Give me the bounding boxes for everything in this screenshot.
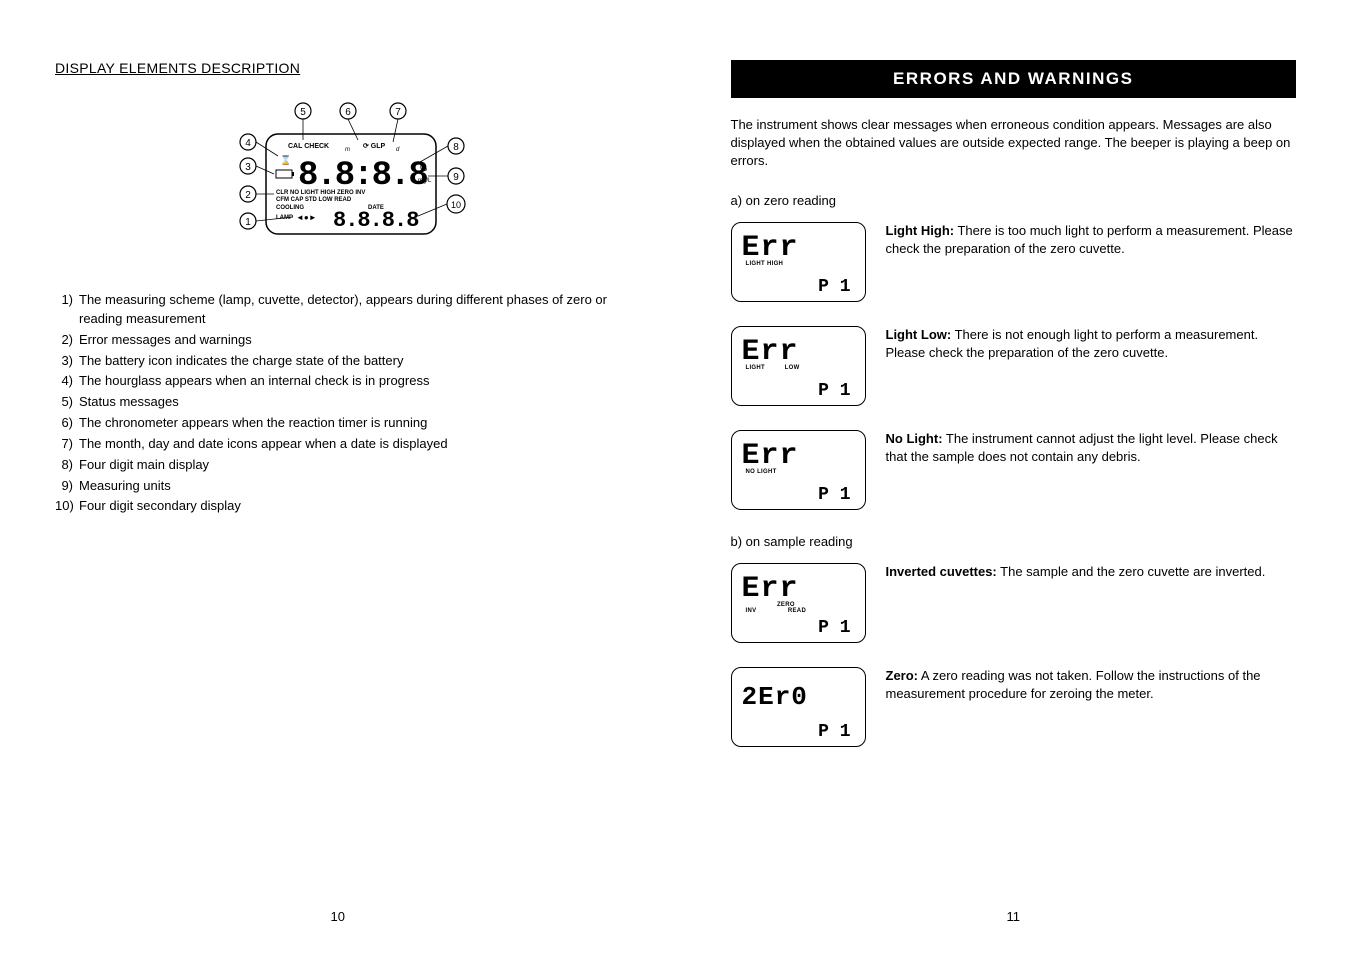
lcd-main: Err: [742, 231, 855, 265]
lcd-secondary: P 1: [818, 618, 850, 638]
error-desc: Light Low: There is not enough light to …: [886, 326, 1297, 362]
error-label: Light High:: [886, 223, 955, 238]
svg-text:10: 10: [451, 200, 461, 210]
lcd-box: Err ZERO INV READ P 1: [731, 563, 866, 643]
lcd-main: Err: [742, 572, 855, 606]
error-desc: Inverted cuvettes: The sample and the ze…: [886, 563, 1297, 581]
error-inverted: Err ZERO INV READ P 1 Inverted cuvettes:…: [731, 563, 1297, 643]
svg-text:7: 7: [395, 107, 401, 118]
error-text: The instrument cannot adjust the light l…: [886, 431, 1278, 464]
item-6: The chronometer appears when the reactio…: [79, 414, 621, 433]
page-left: DISPLAY ELEMENTS DESCRIPTION CAL CHECK ⟳…: [0, 0, 676, 954]
svg-text:8: 8: [453, 142, 459, 153]
svg-text:3: 3: [245, 162, 251, 173]
svg-text:CLR NO LIGHT HIGH ZERO INV: CLR NO LIGHT HIGH ZERO INV: [276, 190, 365, 196]
error-label: Light Low:: [886, 327, 952, 342]
svg-text:5: 5: [300, 107, 306, 118]
error-text: The sample and the zero cuvette are inve…: [997, 564, 1266, 579]
error-label: Zero:: [886, 668, 919, 683]
svg-text:4: 4: [245, 138, 251, 149]
error-light-low: Err LIGHT LOW P 1 Light Low: There is no…: [731, 326, 1297, 406]
section-b-label: b) on sample reading: [731, 534, 1297, 549]
lcd-secondary: P 1: [818, 722, 850, 742]
lcd-main: 2Er0: [742, 682, 855, 712]
svg-text:◄●►: ◄●►: [296, 213, 317, 222]
error-desc: No Light: The instrument cannot adjust t…: [886, 430, 1297, 466]
display-diagram: CAL CHECK ⟳ GLP m d ⌛ 8.8:8.8 % mg/L CLR…: [55, 96, 621, 266]
item-5: Status messages: [79, 393, 621, 412]
svg-text:d: d: [396, 147, 400, 153]
lcd-sub: LIGHT LOW: [742, 365, 855, 371]
lcd-secondary: P 1: [818, 381, 850, 401]
svg-text:CFM CAP STD LOW READ: CFM CAP STD LOW READ: [276, 197, 352, 203]
section-title: DISPLAY ELEMENTS DESCRIPTION: [55, 60, 621, 76]
lcd-glp: ⟳ GLP: [363, 143, 386, 150]
display-elements-list: 1)The measuring scheme (lamp, cuvette, d…: [55, 291, 621, 516]
lcd-main: Err: [742, 439, 855, 473]
svg-text:mg/L: mg/L: [418, 178, 432, 184]
svg-text:COOLING: COOLING: [276, 205, 304, 211]
item-9: Measuring units: [79, 477, 621, 496]
error-light-high: Err LIGHT HIGH P 1 Light High: There is …: [731, 222, 1297, 302]
svg-text:9: 9: [453, 172, 459, 183]
svg-text:6: 6: [345, 107, 351, 118]
error-text: A zero reading was not taken. Follow the…: [886, 668, 1261, 701]
item-10: Four digit secondary display: [79, 497, 621, 516]
svg-text:8.8.8.8: 8.8.8.8: [333, 208, 419, 233]
svg-text:⌛: ⌛: [280, 154, 291, 165]
lcd-calcheck: CAL CHECK: [288, 143, 329, 150]
svg-text:1: 1: [245, 217, 251, 228]
svg-text:2: 2: [245, 190, 251, 201]
lcd-secondary: P 1: [818, 485, 850, 505]
item-3: The battery icon indicates the charge st…: [79, 352, 621, 371]
item-2: Error messages and warnings: [79, 331, 621, 350]
errors-intro: The instrument shows clear messages when…: [731, 116, 1297, 171]
error-label: No Light:: [886, 431, 943, 446]
page-right: ERRORS AND WARNINGS The instrument shows…: [676, 0, 1351, 954]
svg-text:m: m: [345, 147, 350, 153]
error-desc: Light High: There is too much light to p…: [886, 222, 1297, 258]
error-desc: Zero: A zero reading was not taken. Foll…: [886, 667, 1297, 703]
lcd-box: Err LIGHT HIGH P 1: [731, 222, 866, 302]
item-8: Four digit main display: [79, 456, 621, 475]
errors-banner: ERRORS AND WARNINGS: [731, 60, 1297, 98]
svg-text:%: %: [420, 164, 427, 173]
error-label: Inverted cuvettes:: [886, 564, 997, 579]
lcd-box: Err LIGHT LOW P 1: [731, 326, 866, 406]
item-4: The hourglass appears when an internal c…: [79, 372, 621, 391]
item-7: The month, day and date icons appear whe…: [79, 435, 621, 454]
page-number-right: 11: [1007, 909, 1021, 924]
lcd-secondary: P 1: [818, 277, 850, 297]
page-number-left: 10: [331, 909, 345, 924]
error-no-light: Err NO LIGHT P 1 No Light: The instrumen…: [731, 430, 1297, 510]
lcd-box: Err NO LIGHT P 1: [731, 430, 866, 510]
error-zero: 2Er0 P 1 Zero: A zero reading was not ta…: [731, 667, 1297, 747]
section-a-label: a) on zero reading: [731, 193, 1297, 208]
lcd-main: Err: [742, 335, 855, 369]
lcd-box: 2Er0 P 1: [731, 667, 866, 747]
item-1: The measuring scheme (lamp, cuvette, det…: [79, 291, 621, 329]
